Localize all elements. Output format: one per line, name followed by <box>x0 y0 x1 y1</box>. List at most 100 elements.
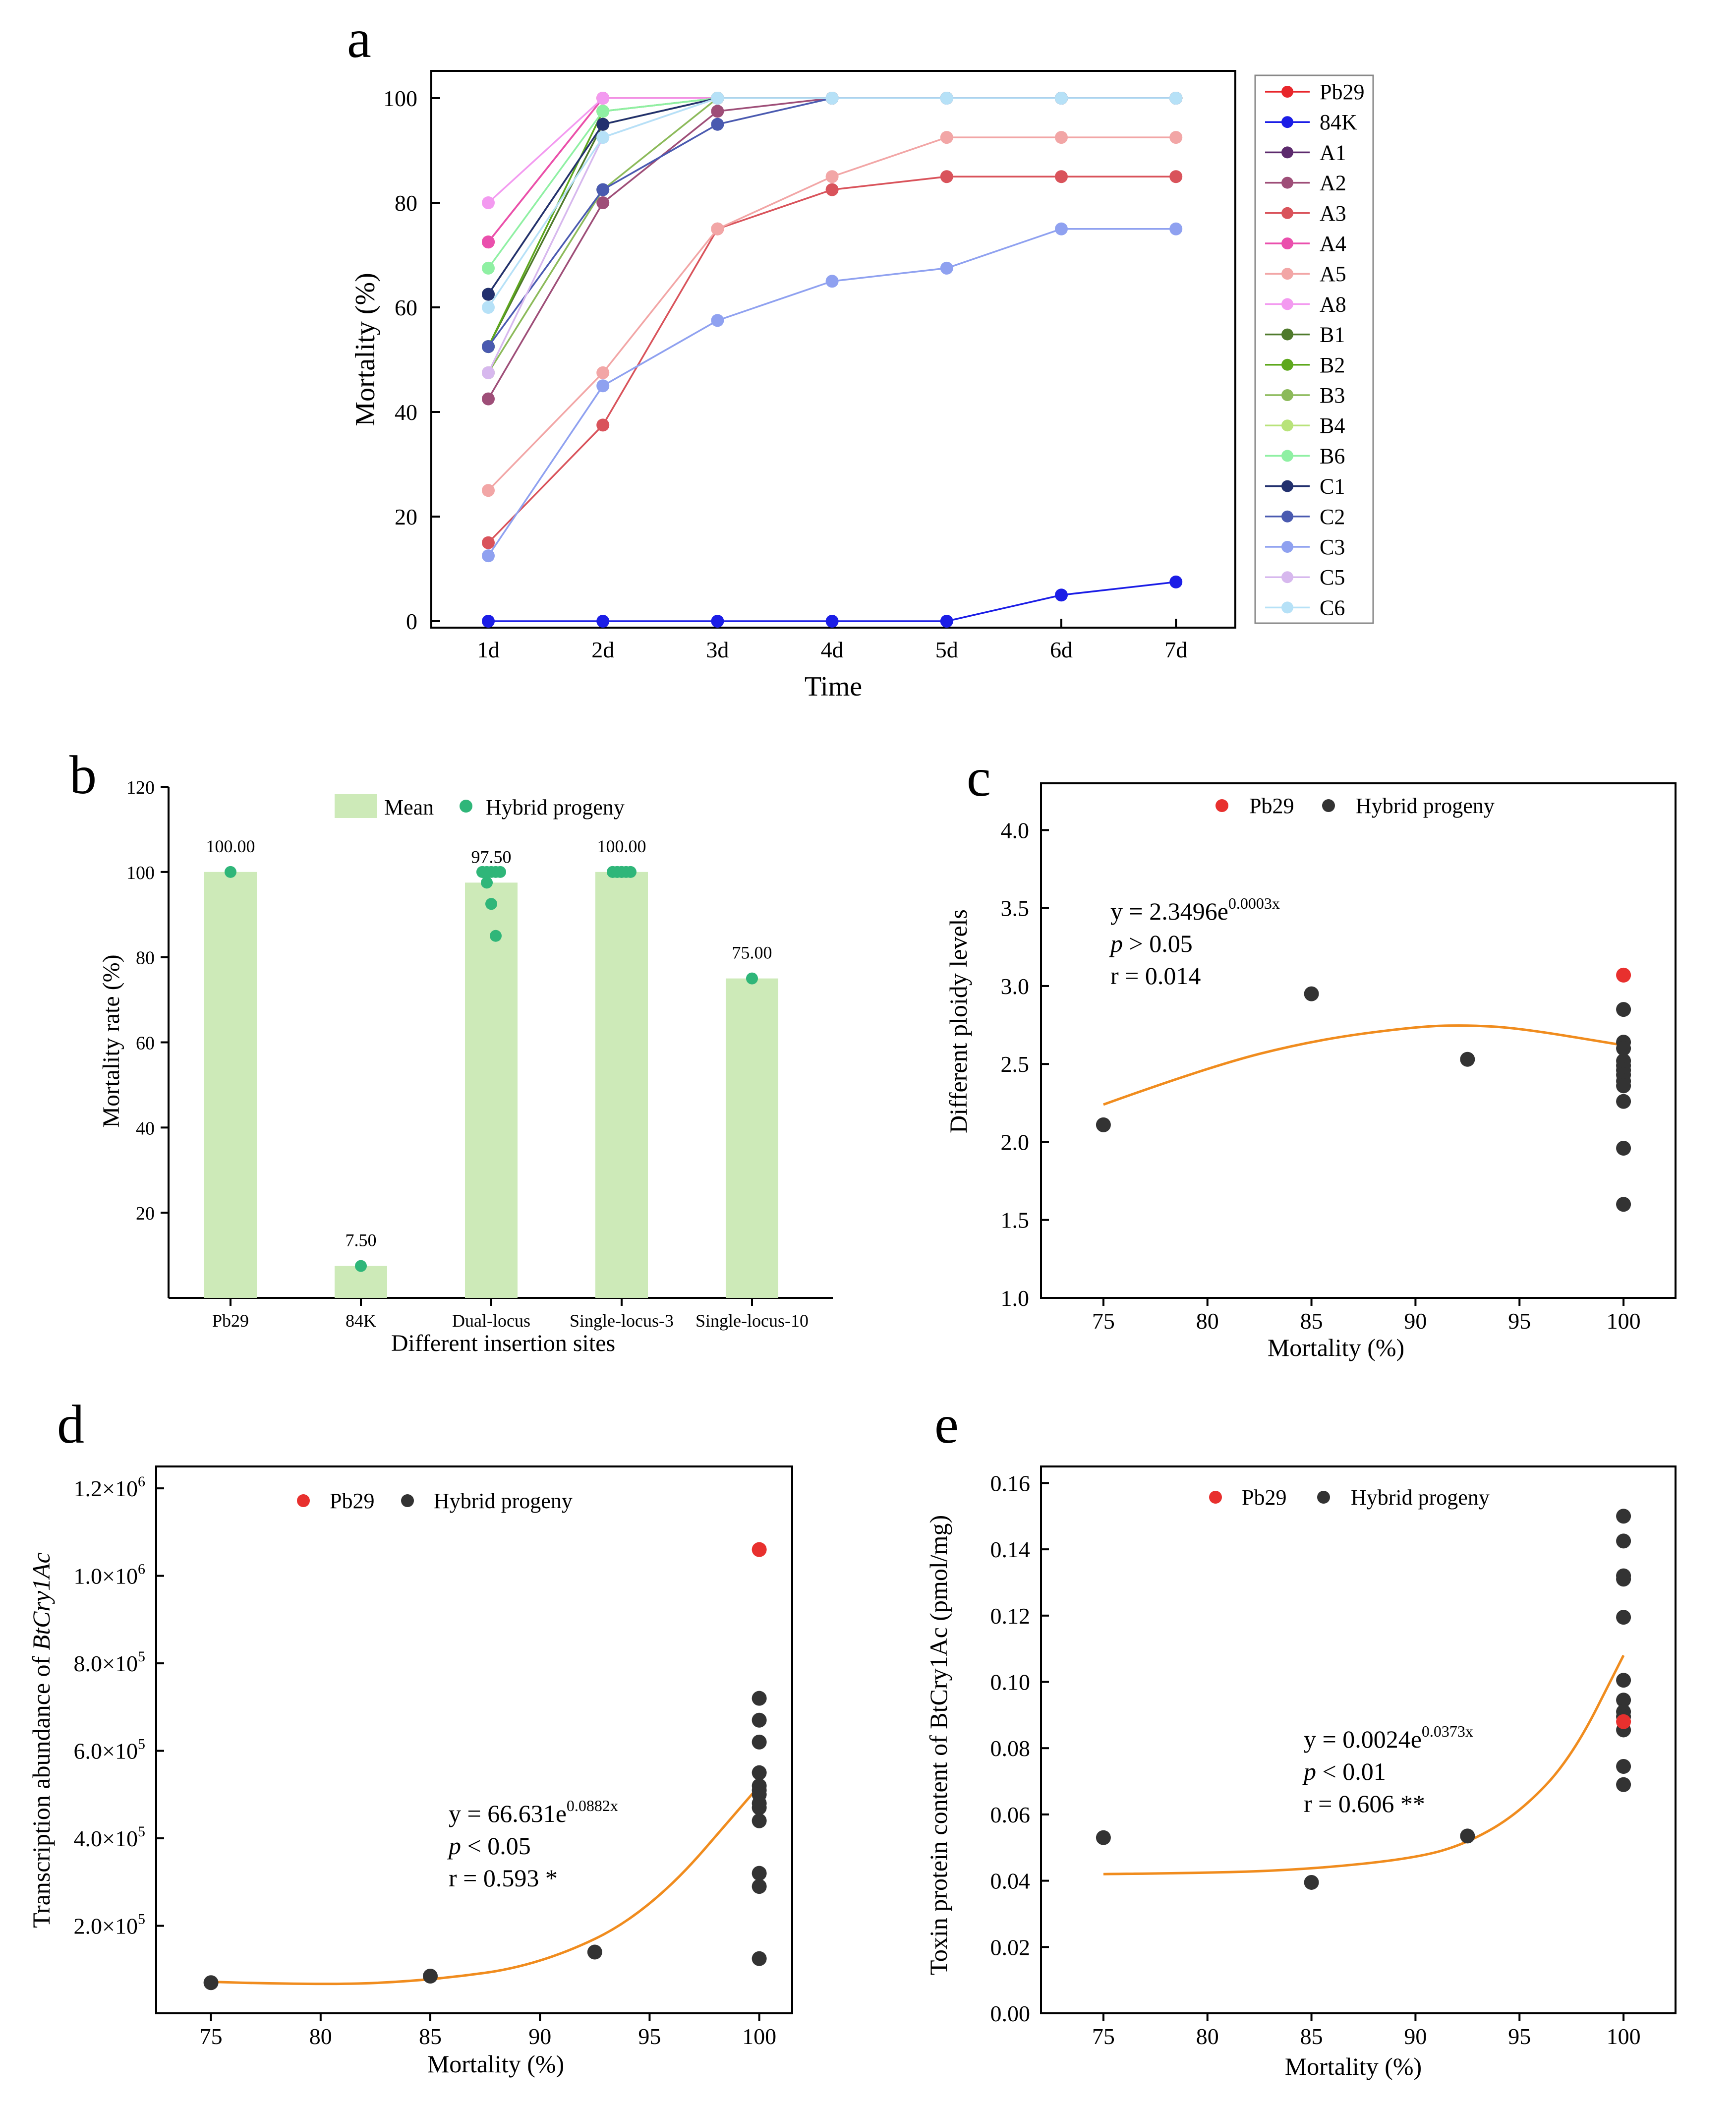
y-tick-label-b: 100 <box>126 863 155 883</box>
x-tick-label-c: 85 <box>1300 1308 1323 1334</box>
progeny-point-c <box>1616 1141 1631 1156</box>
x-axis-title-b: Different insertion sites <box>391 1330 615 1356</box>
x-tick-label-b: Single-locus-3 <box>570 1311 674 1331</box>
legend-box-a <box>1254 74 1374 624</box>
legend-label-C6: C6 <box>1320 595 1345 620</box>
progeny-point-Dual-locus <box>481 877 493 889</box>
legend-label-pb29-e: Pb29 <box>1242 1485 1286 1510</box>
data-point-C6 <box>825 92 839 105</box>
equation-block-c: y = 2.3496e0.0003x p > 0.05 r = 0.014 <box>1109 894 1280 990</box>
legend-marker-pb29-c <box>1215 799 1228 812</box>
x-tick-label-b: 84K <box>346 1311 376 1331</box>
y-tick-label-e: 0.14 <box>990 1537 1031 1562</box>
progeny-point-e <box>1304 1874 1319 1890</box>
progeny-point-d <box>203 1975 219 1990</box>
legend-d: Pb29 Hybrid progeny <box>297 1489 573 1513</box>
legend-label-Pb29: Pb29 <box>1320 80 1364 104</box>
progeny-point-d <box>752 1879 767 1894</box>
y-tick-label-a: 0 <box>406 609 417 634</box>
legend-marker-A8 <box>1281 298 1293 310</box>
points-b <box>225 866 758 1272</box>
data-point-A5 <box>1169 131 1183 144</box>
progeny-point-c <box>1616 1197 1631 1212</box>
progeny-point-Dual-locus <box>476 866 488 878</box>
x-axis-title-e: Mortality (%) <box>1285 2052 1422 2080</box>
y-axis-title-e: Toxin protein content of BtCry1Ac (pmol/… <box>925 1515 952 1975</box>
progeny-point-d <box>752 1800 767 1815</box>
data-point-A2 <box>711 105 724 118</box>
legend-marker-C5 <box>1281 571 1293 584</box>
data-point-84K <box>596 615 610 628</box>
legend-label-C5: C5 <box>1320 565 1345 589</box>
equation-block-d: y = 66.631e0.0882x p < 0.05 r = 0.593 * <box>447 1797 618 1892</box>
x-tick-label-d: 80 <box>309 2024 332 2049</box>
x-tick-label-e: 100 <box>1607 2024 1641 2049</box>
y-tick-label-d: 1.2×106 <box>74 1473 145 1501</box>
x-tick-label-a: 6d <box>1050 637 1073 662</box>
y-tick-label-d: 4.0×105 <box>74 1823 145 1851</box>
plot-frame-e <box>1040 1465 1677 2014</box>
legend-marker-pb29-d <box>297 1494 310 1507</box>
y-tick-label-b: 80 <box>136 948 155 969</box>
fit-curve-e <box>1103 1654 1625 1875</box>
progeny-point-Single-locus-3 <box>625 866 637 878</box>
data-point-84K <box>825 615 839 628</box>
data-point-B6 <box>596 105 610 118</box>
data-point-84K <box>1169 575 1183 588</box>
progeny-point-c <box>1616 1002 1631 1017</box>
progeny-point-c <box>1616 1094 1631 1109</box>
legend-marker-pb29-e <box>1209 1491 1222 1504</box>
progeny-point-d <box>587 1944 602 1960</box>
y-tick-label-a: 80 <box>395 190 417 216</box>
x-tick-label-a: 3d <box>706 637 729 662</box>
data-point-A8 <box>482 196 495 209</box>
x-tick-label-e: 95 <box>1508 2024 1531 2049</box>
axis-ticks-c: 75 80 85 90 95 100 1.0 1.5 2.0 2.5 3.0 3.5 4.0 <box>1001 818 1641 1334</box>
bar-Single-locus-3 <box>595 872 648 1298</box>
data-point-C5 <box>482 366 495 379</box>
data-point-A3 <box>482 536 495 549</box>
y-tick-label-e: 0.00 <box>990 2001 1031 2026</box>
progeny-point-c <box>1616 1041 1631 1056</box>
y-tick-label-d: 8.0×105 <box>74 1648 145 1676</box>
progeny-point-d <box>752 1691 767 1706</box>
data-point-C3 <box>1055 222 1068 235</box>
panel-e: e Mortality (%) Toxin protein content of… <box>925 1394 1677 2080</box>
equation-e: y = 0.0024e0.0373x <box>1304 1722 1473 1753</box>
legend-label-A1: A1 <box>1320 140 1346 165</box>
data-point-C3 <box>825 275 839 288</box>
x-tick-label-a: 4d <box>821 637 844 662</box>
series-lines-a <box>482 92 1183 628</box>
progeny-point-e <box>1616 1758 1631 1774</box>
legend-marker-C1 <box>1281 480 1293 492</box>
progeny-point-Dual-locus <box>494 866 506 878</box>
legend-label-A8: A8 <box>1320 292 1346 316</box>
legend-label-C2: C2 <box>1320 505 1345 529</box>
data-point-A3 <box>1055 170 1068 183</box>
pb29-point-d <box>752 1542 767 1557</box>
legend-label-pb29-d: Pb29 <box>330 1489 374 1513</box>
y-tick-label-b: 60 <box>136 1033 155 1054</box>
progeny-point-d <box>752 1765 767 1780</box>
legend-label-B3: B3 <box>1320 383 1345 408</box>
progeny-point-Dual-locus <box>485 898 497 910</box>
y-tick-label-e: 0.06 <box>990 1802 1031 1827</box>
legend-label-B6: B6 <box>1320 444 1345 468</box>
y-tick-label-c: 3.5 <box>1001 896 1030 921</box>
pb29-point-e <box>1616 1714 1631 1729</box>
y-tick-label-a: 20 <box>395 504 417 529</box>
series-line-B6 <box>487 97 1176 269</box>
y-tick-label-b: 20 <box>136 1203 155 1224</box>
legend-label-C1: C1 <box>1320 474 1345 499</box>
x-axis-title-c: Mortality (%) <box>1268 1334 1404 1361</box>
legend-a: Pb29 84K A1 A2 A3 A4 A5 A8 B1 B2 B3 B4 B6 C1 C2 C3 C5 C6 <box>1265 80 1364 620</box>
data-point-84K <box>1055 588 1068 602</box>
data-point-A5 <box>482 484 495 497</box>
progeny-point-d <box>423 1968 438 1984</box>
legend-label-B2: B2 <box>1320 353 1345 377</box>
data-point-C2 <box>711 117 724 131</box>
legend-marker-B6 <box>1281 450 1293 462</box>
y-axis-title-a: Mortality (%) <box>350 273 381 426</box>
progeny-point-e <box>1096 1830 1111 1845</box>
x-tick-label-a: 5d <box>935 637 958 662</box>
